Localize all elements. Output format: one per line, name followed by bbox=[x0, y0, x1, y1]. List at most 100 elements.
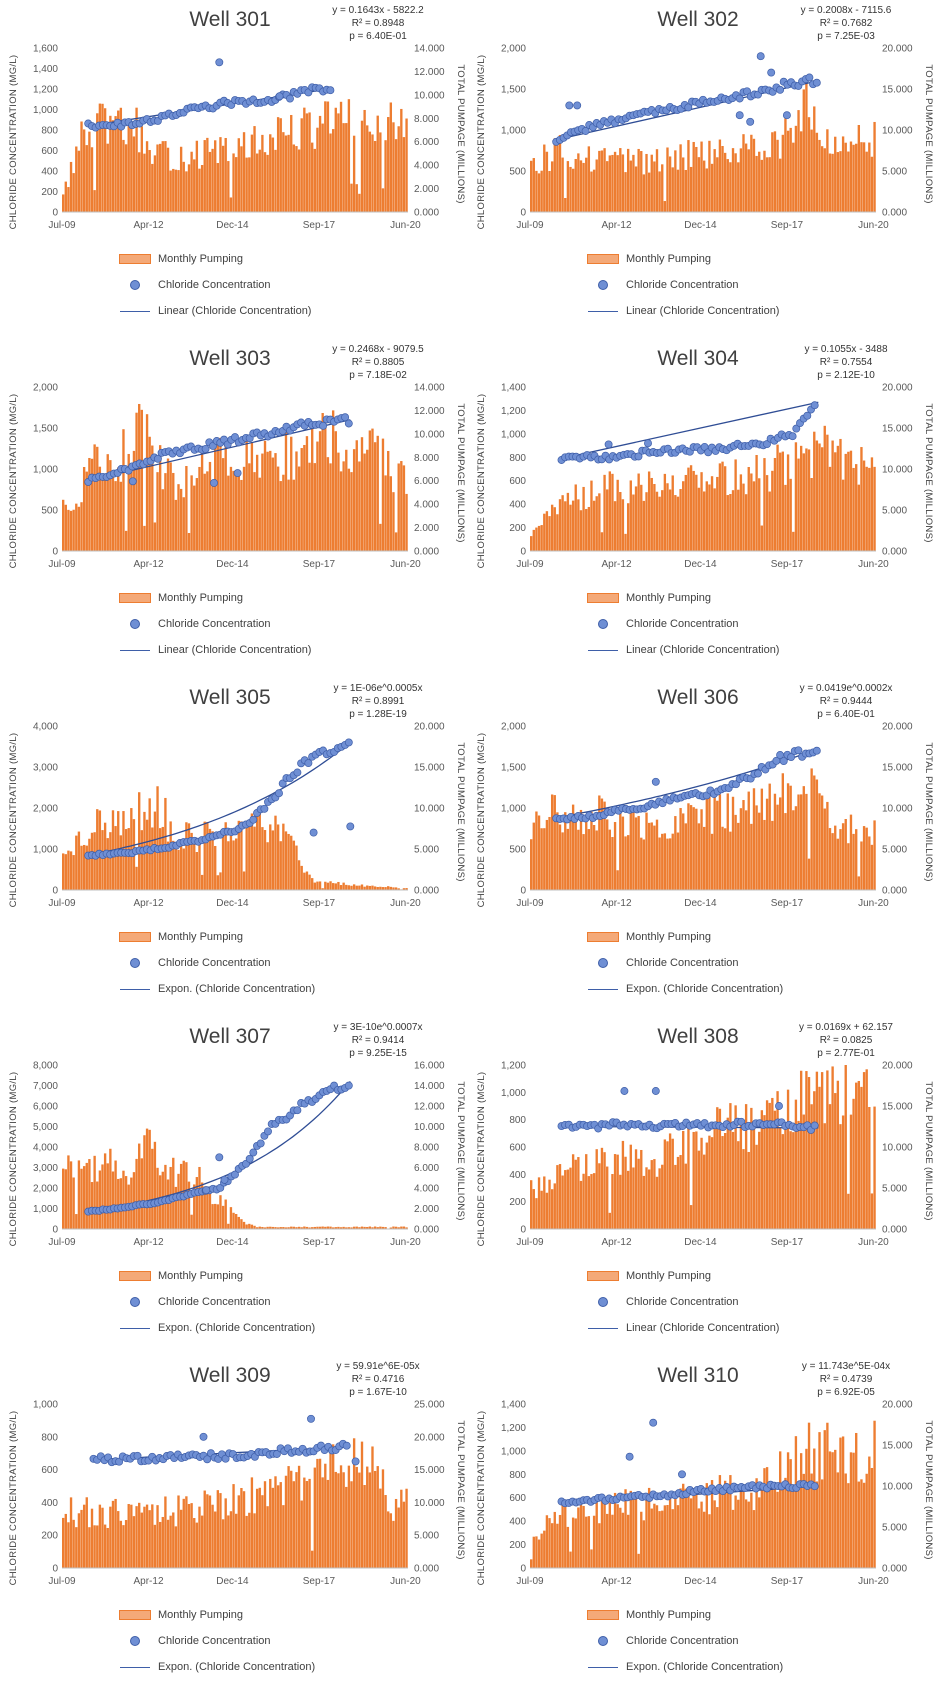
pumping-bar bbox=[689, 1498, 693, 1568]
pumping-bar bbox=[290, 1226, 293, 1229]
y1-tick-label: 1,200 bbox=[33, 85, 58, 96]
pumping-bar bbox=[138, 403, 141, 551]
pumping-bar bbox=[566, 1169, 570, 1229]
pumping-bar bbox=[647, 471, 651, 551]
pumping-bar bbox=[324, 1226, 327, 1229]
trend-equation-box: y = 0.1055x - 3488 R² = 0.7554 p = 2.12E-1… bbox=[791, 343, 901, 382]
pumping-bar bbox=[85, 845, 88, 890]
pumping-bar bbox=[261, 134, 264, 212]
pumping-bar bbox=[663, 1139, 667, 1229]
pumping-bar bbox=[731, 1509, 735, 1568]
pumping-bar bbox=[792, 142, 795, 212]
pumping-bar bbox=[151, 1504, 154, 1568]
pumping-bar bbox=[90, 1508, 94, 1568]
pumping-bar bbox=[394, 532, 398, 551]
pumping-bar bbox=[381, 188, 385, 212]
chloride-point bbox=[788, 432, 797, 441]
chart-legend: Monthly Pumping Chloride Concentration Exp… bbox=[118, 924, 315, 1002]
pumping-bar bbox=[75, 503, 78, 551]
pumping-bar bbox=[290, 436, 293, 551]
pumping-bar bbox=[179, 146, 183, 212]
pumping-bar bbox=[360, 884, 364, 890]
pumping-bar bbox=[561, 1175, 564, 1229]
pumping-bar bbox=[253, 472, 256, 551]
pumping-bar bbox=[661, 1510, 664, 1568]
pumping-bar bbox=[603, 1152, 606, 1229]
pumping-bar bbox=[156, 786, 159, 890]
pumping-bar bbox=[190, 475, 193, 551]
pumping-bar bbox=[550, 161, 554, 212]
x-tick-label: Jul-09 bbox=[48, 559, 76, 570]
chloride-point bbox=[344, 1081, 353, 1090]
y2-tick-label: 0.000 bbox=[414, 886, 439, 897]
pumping-bar bbox=[784, 118, 787, 212]
pumping-bar bbox=[687, 1125, 690, 1229]
pumping-bar bbox=[172, 1512, 175, 1568]
pumping-bar bbox=[703, 826, 706, 890]
pumping-bar bbox=[187, 164, 191, 212]
pumping-bar bbox=[857, 1481, 861, 1568]
pumping-bar bbox=[88, 1159, 91, 1229]
chart-well-305: 0 1,000 2,000 3,000 4,000 0.000 5.000 10.000 15.… bbox=[0, 678, 468, 1017]
pumping-bar bbox=[96, 1181, 99, 1229]
pumping-bar bbox=[250, 134, 254, 212]
pumping-bar bbox=[190, 1214, 193, 1229]
pumping-bar bbox=[613, 501, 617, 551]
pumping-bar bbox=[710, 163, 714, 212]
pumping-bar bbox=[88, 838, 91, 890]
y2-axis-title: TOTAL PUMPAGE (MILLIONS) bbox=[455, 403, 466, 542]
pumping-bar bbox=[400, 1226, 403, 1229]
pumping-bar bbox=[543, 1176, 546, 1229]
pumping-bar bbox=[392, 1226, 395, 1229]
pumping-bar bbox=[350, 472, 353, 551]
pumping-bar bbox=[545, 151, 549, 212]
y2-axis-title: TOTAL PUMPAGE (MILLIONS) bbox=[455, 64, 466, 203]
pumping-bar bbox=[376, 115, 379, 212]
pumping-bar bbox=[117, 1178, 120, 1229]
pumping-bar bbox=[744, 810, 748, 890]
pumping-bar bbox=[313, 463, 316, 551]
y1-tick-label: 1,000 bbox=[501, 126, 526, 137]
pumping-bar bbox=[626, 503, 630, 551]
trend-equation-box: y = 0.0419e^0.0002x R² = 0.9444 p = 6.40E-… bbox=[791, 682, 901, 721]
pumping-bar bbox=[358, 193, 361, 212]
x-tick-label: Dec-14 bbox=[684, 898, 717, 909]
pumping-bar bbox=[216, 442, 220, 551]
pumping-bar bbox=[658, 1511, 661, 1568]
y2-tick-label: 8.000 bbox=[414, 114, 439, 125]
chloride-point bbox=[344, 419, 353, 428]
pumping-bar bbox=[852, 1452, 855, 1568]
pumping-bar bbox=[402, 888, 406, 890]
pumping-bar bbox=[739, 148, 743, 212]
trend-equation: y = 0.0419e^0.0002x bbox=[799, 683, 893, 694]
pumping-bar bbox=[266, 451, 269, 551]
pumping-bar bbox=[823, 425, 826, 551]
pumping-bar bbox=[148, 1129, 151, 1229]
pumping-bar bbox=[792, 1132, 795, 1229]
pumping-bar bbox=[318, 881, 322, 890]
pumping-bar bbox=[868, 142, 871, 212]
pumping-bar bbox=[755, 455, 758, 551]
pumping-bar bbox=[834, 825, 837, 890]
pumping-bar bbox=[337, 452, 340, 551]
y1-tick-label: 400 bbox=[41, 167, 58, 178]
pumping-bar bbox=[781, 451, 784, 551]
pumping-bar bbox=[311, 1550, 314, 1568]
pumping-bar bbox=[603, 1501, 606, 1568]
pumping-bar bbox=[85, 145, 88, 212]
pumping-bar bbox=[135, 866, 138, 890]
y1-tick-label: 1,400 bbox=[501, 1400, 526, 1411]
pumping-bar bbox=[345, 1486, 348, 1568]
pumping-bar bbox=[569, 166, 572, 212]
pumping-bar bbox=[666, 1505, 669, 1568]
pumping-bar bbox=[716, 1507, 719, 1568]
pumping-bar bbox=[227, 1223, 230, 1229]
pumping-bar bbox=[781, 1134, 784, 1229]
pumping-bar bbox=[545, 819, 549, 890]
pumping-bar bbox=[574, 1518, 577, 1568]
chloride-point bbox=[309, 828, 318, 837]
pumping-bar bbox=[781, 773, 784, 890]
pumping-bar bbox=[768, 157, 771, 212]
pumping-bar bbox=[274, 815, 277, 890]
legend-swatch bbox=[598, 958, 608, 968]
